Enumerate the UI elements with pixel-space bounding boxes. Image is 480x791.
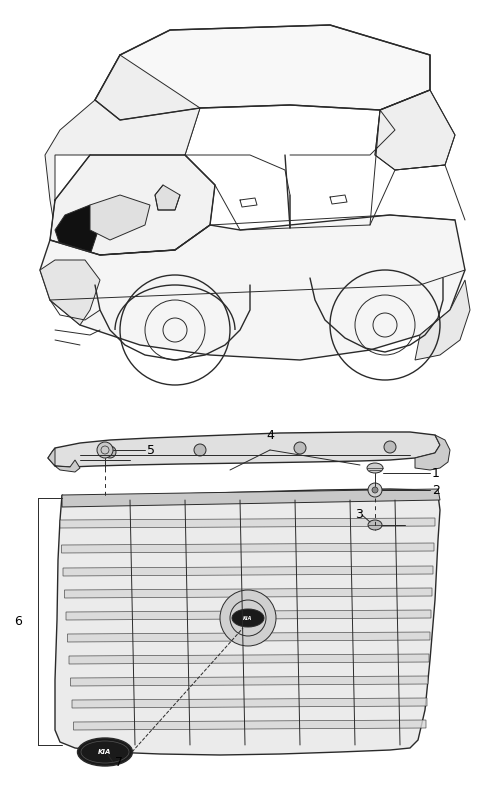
Polygon shape	[55, 489, 440, 755]
Polygon shape	[61, 543, 434, 553]
Circle shape	[104, 446, 116, 458]
Text: 6: 6	[14, 615, 22, 628]
Circle shape	[220, 590, 276, 646]
Polygon shape	[155, 185, 180, 210]
Circle shape	[368, 483, 382, 497]
Text: 5: 5	[147, 444, 155, 456]
Polygon shape	[40, 260, 100, 325]
Polygon shape	[50, 155, 215, 255]
Polygon shape	[68, 632, 430, 642]
Ellipse shape	[367, 463, 383, 473]
Polygon shape	[375, 90, 455, 170]
Polygon shape	[415, 280, 470, 360]
Polygon shape	[69, 654, 429, 664]
Polygon shape	[72, 698, 427, 708]
Polygon shape	[415, 435, 450, 470]
Text: 7: 7	[115, 755, 123, 769]
Text: 2: 2	[432, 483, 440, 497]
Circle shape	[372, 487, 378, 493]
Ellipse shape	[77, 738, 132, 766]
Text: 1: 1	[432, 467, 440, 479]
Text: 3: 3	[355, 509, 363, 521]
Polygon shape	[90, 55, 200, 175]
Polygon shape	[55, 205, 100, 260]
Ellipse shape	[368, 520, 382, 530]
Text: KIA: KIA	[243, 615, 252, 620]
Polygon shape	[95, 25, 430, 120]
Polygon shape	[48, 432, 440, 467]
Polygon shape	[66, 610, 431, 620]
Polygon shape	[48, 448, 80, 472]
Polygon shape	[90, 195, 150, 240]
Text: KIA: KIA	[98, 749, 112, 755]
Ellipse shape	[232, 609, 264, 627]
Polygon shape	[64, 588, 432, 598]
Polygon shape	[60, 518, 435, 528]
Polygon shape	[40, 215, 465, 360]
Polygon shape	[62, 489, 440, 507]
Circle shape	[294, 442, 306, 454]
Polygon shape	[63, 566, 433, 576]
Circle shape	[384, 441, 396, 453]
Circle shape	[97, 442, 113, 458]
Polygon shape	[45, 100, 200, 230]
Polygon shape	[71, 676, 428, 686]
Text: 4: 4	[266, 429, 274, 442]
Circle shape	[194, 444, 206, 456]
Polygon shape	[73, 720, 426, 730]
